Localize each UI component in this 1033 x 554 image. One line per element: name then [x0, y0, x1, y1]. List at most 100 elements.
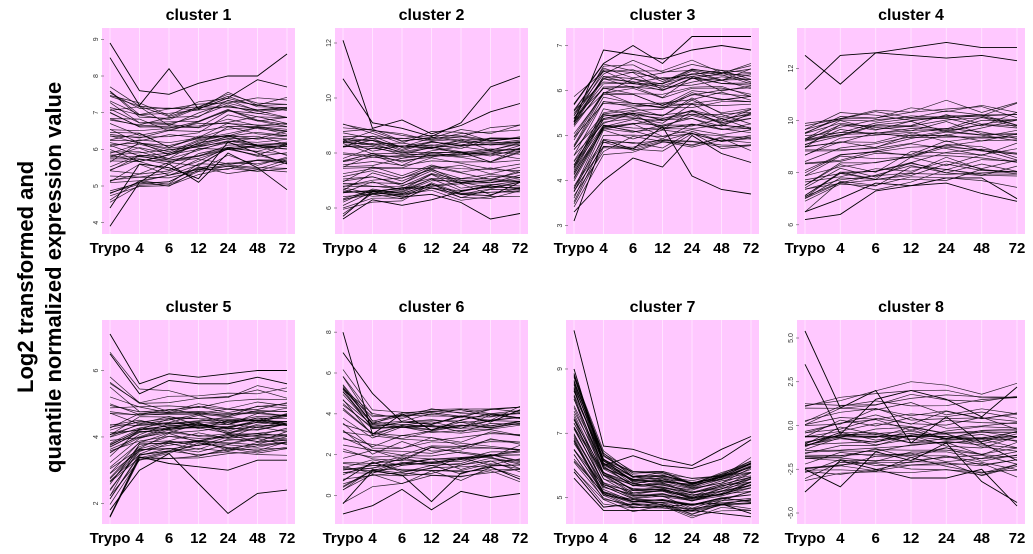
- series-lines: [804, 330, 1018, 507]
- y-tick-label: 6: [326, 371, 333, 375]
- expression-profile: [804, 394, 1018, 406]
- x-tick-label: 72: [279, 240, 296, 257]
- expression-profile: [109, 99, 288, 124]
- series-lines: [573, 36, 752, 222]
- expression-profile: [342, 183, 521, 197]
- expression-profile: [109, 42, 288, 95]
- expression-profile: [109, 421, 288, 444]
- expression-profile: [109, 416, 288, 431]
- expression-profile: [804, 410, 1018, 432]
- expression-profile: [804, 461, 1018, 477]
- y-tick-label: 9: [557, 367, 564, 371]
- expression-profile: [342, 137, 521, 148]
- y-tick-label: 10: [788, 117, 795, 125]
- panel-title: cluster 3: [630, 7, 696, 24]
- expression-profile: [573, 45, 752, 123]
- expression-profile: [109, 435, 288, 491]
- expression-profile: [573, 36, 751, 105]
- expression-profile: [109, 135, 288, 163]
- x-tick-label: 48: [713, 530, 730, 547]
- x-tick-label: 24: [684, 240, 701, 257]
- x-tick-label: 4: [368, 530, 377, 547]
- expression-profile: [573, 396, 752, 494]
- expression-profile: [804, 462, 1018, 479]
- expression-profile: [804, 117, 1018, 140]
- expression-profile: [109, 438, 288, 497]
- expression-profile: [573, 69, 752, 119]
- expression-profile: [573, 477, 752, 518]
- expression-profile: [804, 131, 1018, 152]
- x-tick-label: Trypo: [785, 240, 826, 257]
- expression-profile: [804, 417, 1018, 438]
- expression-profile: [573, 390, 752, 484]
- expression-profile: [109, 412, 288, 425]
- expression-profile: [573, 388, 752, 490]
- expression-profile: [573, 469, 752, 519]
- expression-profile: [109, 134, 288, 154]
- expression-profile: [109, 143, 288, 161]
- expression-profile: [342, 191, 521, 220]
- expression-profile: [342, 173, 521, 190]
- expression-profile: [804, 451, 1018, 465]
- panel-title: cluster 2: [399, 7, 465, 24]
- expression-profile: [804, 330, 1018, 461]
- expression-profile: [109, 114, 288, 138]
- expression-profile: [342, 488, 521, 515]
- expression-profile: [804, 455, 1018, 469]
- expression-profile: [342, 449, 521, 458]
- expression-profile: [804, 441, 1018, 451]
- x-tick-label: 48: [973, 240, 990, 257]
- expression-profile: [573, 108, 752, 156]
- expression-profile: [804, 142, 1018, 164]
- expression-profile: [109, 118, 288, 129]
- expression-profile: [109, 95, 288, 116]
- x-tick-label: 24: [453, 240, 470, 257]
- expression-profile: [573, 85, 752, 125]
- y-tick-label: 4: [557, 178, 564, 182]
- expression-profile: [342, 189, 521, 215]
- expression-profile: [342, 431, 521, 448]
- x-tick-label: 72: [743, 240, 760, 257]
- expression-profile: [804, 165, 1018, 199]
- x-tick-label: 48: [973, 530, 990, 547]
- expression-profile: [804, 430, 1018, 448]
- y-tick-label: 6: [557, 88, 564, 92]
- expression-profile: [342, 173, 521, 187]
- expression-profile: [804, 169, 1018, 197]
- y-tick-label: 2: [93, 501, 100, 505]
- expression-profile: [573, 63, 752, 97]
- expression-profile: [342, 139, 521, 153]
- expression-profile: [573, 78, 752, 123]
- expression-profile: [573, 74, 752, 111]
- expression-profile: [109, 422, 288, 454]
- expression-profile: [573, 468, 752, 517]
- y-tick-label: 0.0: [788, 421, 795, 431]
- expression-profile: [109, 415, 288, 435]
- y-tick-label: 8: [788, 171, 795, 175]
- expression-profile: [342, 458, 521, 474]
- y-tick-label: 8: [326, 151, 333, 155]
- expression-profile: [573, 436, 752, 509]
- expression-profile: [804, 397, 1018, 423]
- expression-profile: [109, 147, 288, 182]
- x-tick-label: Trypo: [323, 530, 364, 547]
- expression-profile: [342, 139, 521, 147]
- expression-profile: [109, 158, 288, 194]
- expression-profile: [109, 137, 288, 157]
- expression-profile: [573, 92, 752, 147]
- expression-profile: [804, 119, 1018, 146]
- expression-profile: [573, 411, 752, 494]
- expression-profile: [342, 456, 521, 476]
- expression-profile: [573, 76, 752, 127]
- expression-profile: [109, 456, 287, 517]
- expression-profile: [109, 90, 288, 115]
- expression-profile: [342, 399, 521, 429]
- y-tick-label: 4: [93, 435, 100, 439]
- expression-profile: [342, 146, 521, 157]
- expression-profile: [573, 134, 752, 213]
- expression-profile: [109, 86, 288, 110]
- expression-profile: [804, 171, 1018, 190]
- x-tick-label: 6: [165, 530, 173, 547]
- y-tick-label: 3: [557, 223, 564, 227]
